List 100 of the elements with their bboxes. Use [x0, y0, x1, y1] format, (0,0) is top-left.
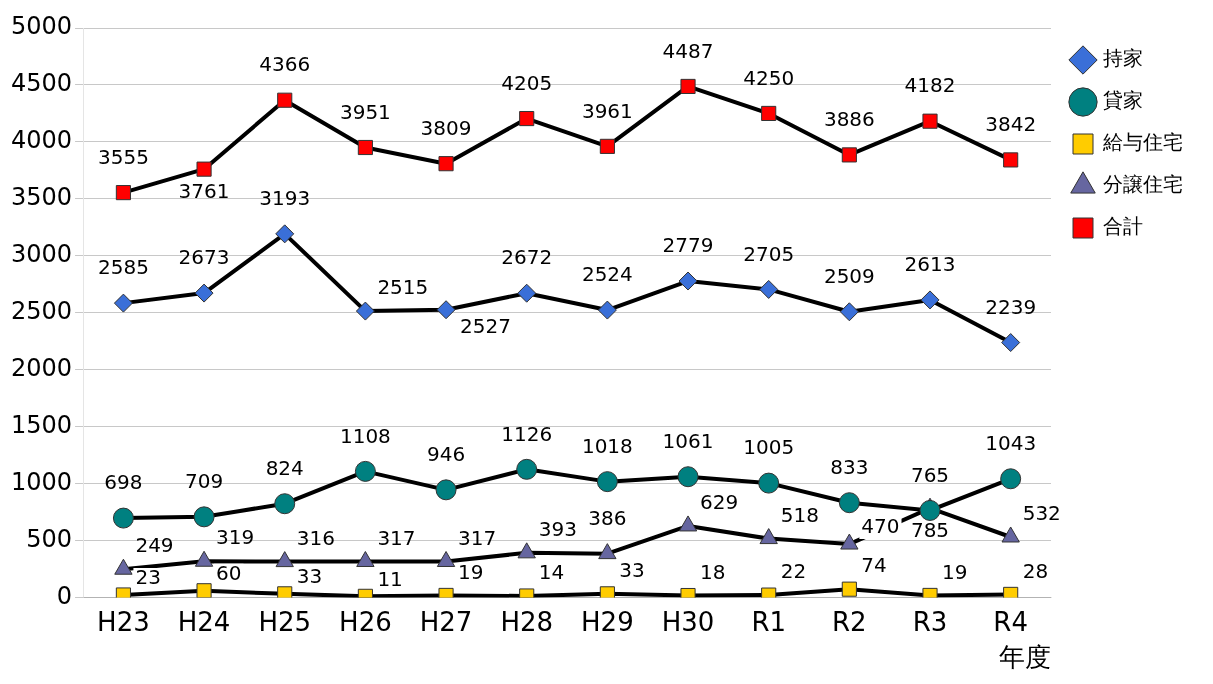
point — [275, 551, 294, 568]
point — [356, 550, 375, 567]
point — [599, 138, 615, 154]
x-tick-label: R3 — [912, 606, 948, 637]
data-label: 11 — [377, 566, 403, 591]
y-tick-label: 500 — [26, 524, 73, 553]
point — [758, 472, 780, 494]
data-label: 2509 — [823, 263, 875, 288]
data-label: 3193 — [259, 186, 311, 211]
point — [680, 78, 696, 95]
point — [919, 499, 941, 521]
data-label: 1126 — [501, 421, 553, 446]
point — [114, 558, 133, 575]
point — [112, 507, 134, 529]
point — [275, 224, 295, 244]
point — [840, 533, 859, 550]
data-label: 33 — [296, 564, 323, 589]
data-label: 2527 — [460, 313, 511, 338]
point — [920, 290, 940, 310]
point — [841, 147, 857, 163]
data-label: 4250 — [743, 65, 795, 90]
point — [759, 528, 778, 545]
point — [841, 581, 857, 597]
data-label: 709 — [184, 469, 224, 494]
data-label: 249 — [135, 533, 174, 558]
point — [517, 542, 536, 559]
data-label: 470 — [861, 514, 900, 539]
point — [357, 139, 373, 156]
data-label: 19 — [942, 559, 968, 584]
data-label: 28 — [1022, 558, 1049, 583]
data-label: 386 — [588, 505, 627, 530]
data-label: 4182 — [904, 73, 956, 98]
y-tick-label: 3500 — [11, 183, 73, 212]
data-label: 1061 — [662, 428, 714, 453]
y-tick-label: 4500 — [11, 69, 73, 98]
legend-label: 持家 — [1103, 46, 1143, 71]
point — [115, 185, 131, 201]
data-label: 2515 — [377, 275, 429, 300]
point — [436, 550, 456, 567]
data-label: 2585 — [97, 255, 149, 280]
point — [274, 493, 296, 515]
point — [354, 460, 376, 482]
y-tick-label: 0 — [56, 581, 73, 610]
data-label: 629 — [700, 490, 739, 515]
data-label: 317 — [377, 525, 416, 550]
data-label: 14 — [538, 560, 565, 585]
point — [597, 300, 617, 320]
point — [761, 105, 777, 122]
y-tick-label: 3000 — [11, 240, 73, 269]
point — [1000, 468, 1022, 490]
data-label: 2524 — [581, 262, 633, 287]
data-label: 1018 — [581, 433, 633, 458]
data-label: 23 — [135, 565, 161, 590]
data-label: 2613 — [904, 252, 956, 277]
point — [113, 293, 133, 313]
data-label: 33 — [619, 558, 645, 583]
point — [194, 283, 214, 303]
data-label: 74 — [861, 553, 887, 578]
point — [1001, 526, 1020, 543]
data-label: 2673 — [178, 245, 230, 270]
point — [677, 466, 699, 488]
data-label: 1005 — [743, 435, 795, 460]
data-label: 3842 — [985, 112, 1037, 137]
data-label: 824 — [265, 455, 304, 480]
point — [435, 479, 457, 501]
point — [517, 283, 537, 303]
point — [922, 113, 938, 129]
data-label: 1108 — [339, 423, 391, 448]
data-label: 316 — [296, 525, 335, 550]
point — [759, 279, 779, 299]
point — [1003, 152, 1019, 168]
data-label: 765 — [910, 462, 950, 487]
x-tick-label: H30 — [661, 606, 715, 637]
data-label: 3961 — [581, 98, 633, 123]
point — [193, 506, 215, 528]
point — [436, 300, 456, 320]
data-label: 4366 — [259, 52, 311, 77]
point — [519, 111, 535, 127]
point — [598, 543, 617, 560]
y-tick-label: 1000 — [11, 467, 73, 496]
point — [838, 492, 860, 514]
x-tick-label: H23 — [97, 606, 150, 637]
data-label: 19 — [458, 559, 484, 584]
data-label: 60 — [216, 560, 242, 585]
data-label: 698 — [104, 470, 143, 495]
data-label: 946 — [426, 442, 466, 467]
data-label: 319 — [216, 525, 255, 550]
data-label: 785 — [910, 518, 950, 543]
data-label: 3809 — [420, 115, 472, 140]
point — [596, 471, 618, 493]
point — [355, 301, 375, 321]
data-label: 317 — [458, 525, 497, 550]
point — [438, 156, 454, 172]
y-tick-label: 4000 — [11, 126, 73, 155]
data-label: 2705 — [743, 241, 795, 266]
data-label: 3761 — [178, 179, 230, 204]
y-tick-label: 1500 — [11, 410, 73, 439]
point — [277, 586, 293, 598]
legend-label: 分譲住宅 — [1103, 172, 1183, 197]
data-label: 2672 — [501, 245, 553, 270]
